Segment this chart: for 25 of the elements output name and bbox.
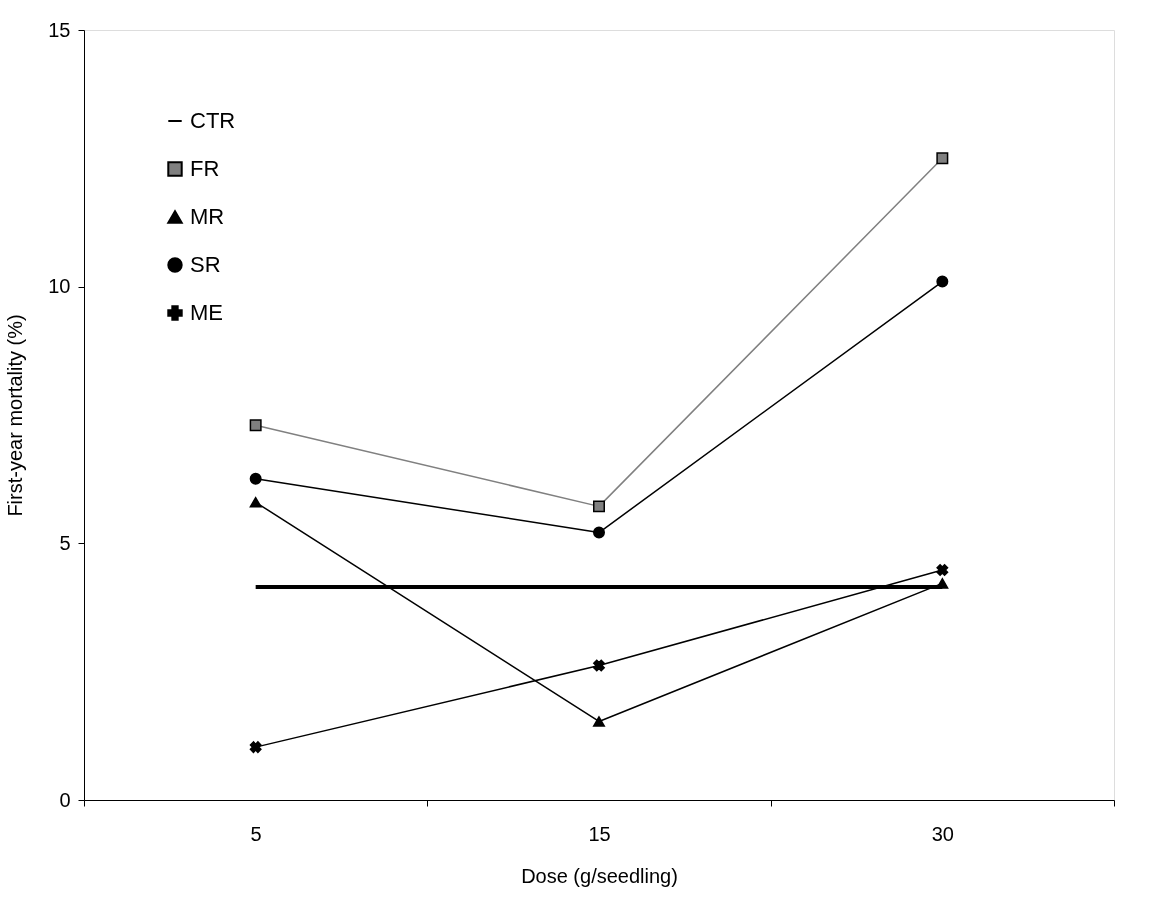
point <box>593 659 605 672</box>
y-axis-title: First-year mortality (%) <box>4 314 27 517</box>
point <box>249 741 262 754</box>
point <box>593 526 605 539</box>
y-tick-label: 10 <box>48 275 71 298</box>
x-tick-label: 15 <box>588 822 611 845</box>
y-tick-label: 15 <box>48 18 71 41</box>
y-tick-label: 5 <box>59 531 71 554</box>
point <box>936 152 949 165</box>
legend-label: ME <box>190 300 223 325</box>
y-tick-label: 0 <box>59 788 71 811</box>
point <box>249 496 262 508</box>
legend-label: FR <box>190 156 220 181</box>
x-tick-label: 30 <box>931 822 954 845</box>
point <box>249 472 262 485</box>
x-tick-label: 5 <box>250 822 262 845</box>
legend-label: CTR <box>190 108 236 133</box>
legend-label: SR <box>190 252 221 277</box>
point <box>936 275 949 288</box>
x-axis-title: Dose (g/seedling) <box>521 864 678 887</box>
legend-label: MR <box>190 204 225 229</box>
point <box>936 564 949 576</box>
point <box>593 716 605 727</box>
point <box>593 500 605 513</box>
point <box>249 419 262 432</box>
